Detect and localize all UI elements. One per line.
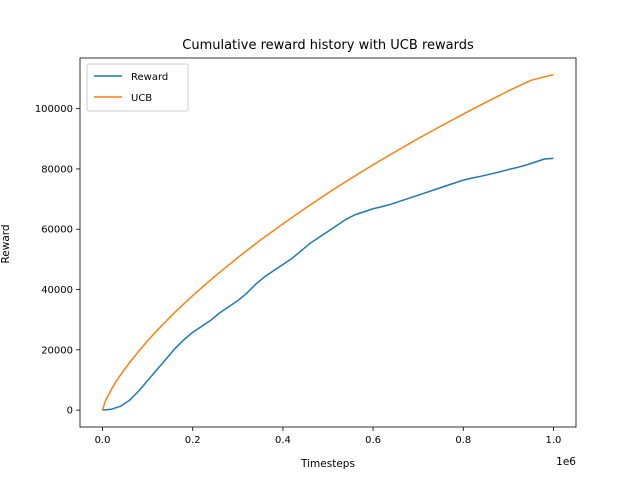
legend-label-reward: Reward xyxy=(131,72,168,83)
x-axis-ticks: 0.0 0.2 0.4 0.6 0.8 1.0 xyxy=(95,427,562,446)
y-axis-label: Reward xyxy=(0,224,12,263)
x-tick-label: 0.0 xyxy=(95,435,111,446)
y-tick-label: 0 xyxy=(67,406,73,417)
legend: Reward UCB xyxy=(86,63,189,112)
x-axis-label: Timesteps xyxy=(300,458,355,470)
y-tick-label: 40000 xyxy=(41,285,73,296)
chart-title: Cumulative reward history with UCB rewar… xyxy=(182,38,474,53)
x-axis-offset-label: 1e6 xyxy=(556,456,576,468)
x-tick-label: 0.6 xyxy=(365,435,381,446)
legend-label-ucb: UCB xyxy=(131,93,152,104)
plot-frame xyxy=(79,57,577,428)
y-tick-label: 100000 xyxy=(35,104,73,115)
y-tick-label: 60000 xyxy=(41,225,73,236)
x-tick-label: 0.8 xyxy=(455,435,471,446)
plot-area xyxy=(79,57,577,428)
x-tick-label: 0.4 xyxy=(275,435,291,446)
series-layer xyxy=(101,73,554,411)
series-line-ucb xyxy=(101,73,554,411)
series-line-reward xyxy=(102,157,554,411)
y-tick-label: 80000 xyxy=(41,164,73,175)
x-tick-label: 0.2 xyxy=(185,435,201,446)
y-axis-ticks: 0 20000 40000 60000 80000 100000 xyxy=(35,104,80,417)
x-tick-label: 1.0 xyxy=(546,435,562,446)
y-tick-label: 20000 xyxy=(41,345,73,356)
